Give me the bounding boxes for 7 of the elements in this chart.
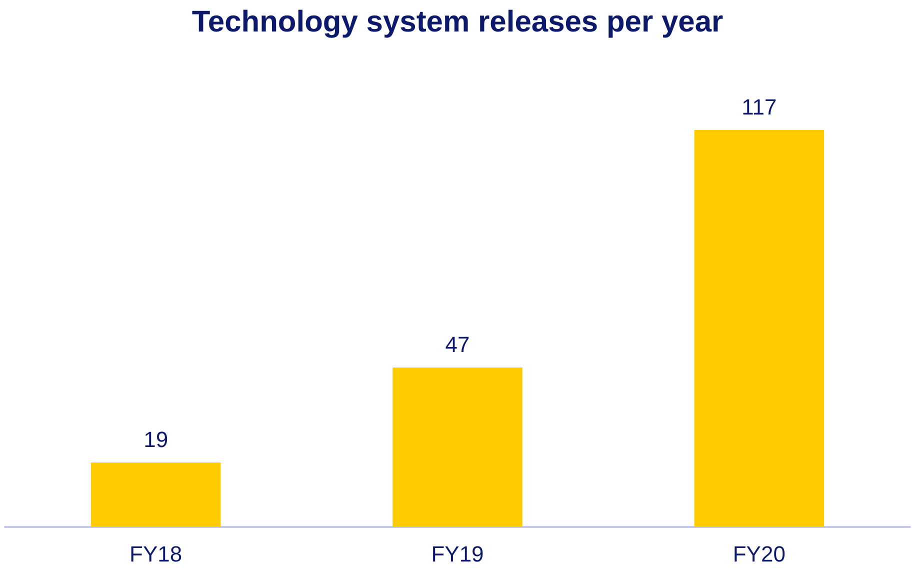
data-label: 117 bbox=[742, 94, 777, 120]
x-tick-label: FY19 bbox=[431, 542, 484, 566]
data-label: 47 bbox=[445, 332, 470, 358]
x-tick-label: FY20 bbox=[732, 542, 786, 566]
chart-title: Technology system releases per year bbox=[192, 6, 724, 38]
data-label: 19 bbox=[144, 427, 168, 452]
x-tick-label: FY18 bbox=[130, 542, 182, 566]
